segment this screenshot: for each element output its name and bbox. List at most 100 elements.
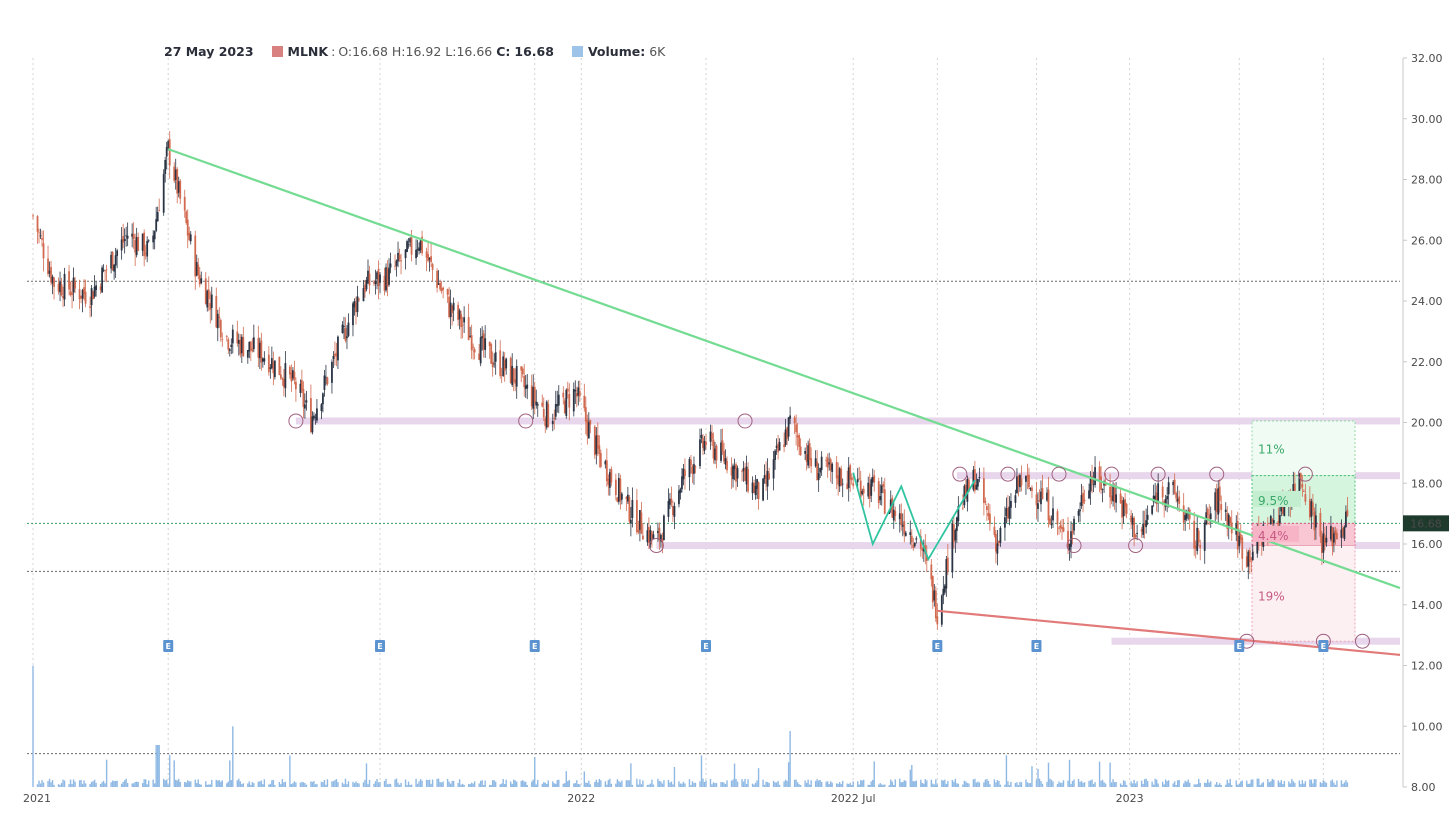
candle: [204, 272, 207, 305]
candle: [709, 424, 712, 450]
volume-bar: [816, 779, 818, 787]
earnings-flag: E: [700, 640, 711, 652]
volume-bar: [457, 782, 459, 787]
candle: [1239, 524, 1242, 544]
candle: [282, 368, 285, 397]
candle: [310, 384, 312, 434]
earnings-flag: E: [1234, 640, 1245, 652]
earnings-flag: E: [529, 640, 540, 652]
volume-bar: [942, 780, 945, 787]
volume-bar: [793, 779, 796, 787]
candle: [599, 449, 602, 469]
candle: [1035, 482, 1038, 519]
volume-bar: [678, 781, 680, 787]
candle: [305, 390, 308, 411]
candle: [913, 542, 916, 548]
volume-bar: [162, 778, 165, 787]
candle: [1007, 495, 1009, 522]
volume-bar: [1049, 778, 1051, 787]
candle: [688, 456, 691, 491]
volume-bar: [385, 778, 387, 787]
candle: [587, 412, 590, 439]
volume-bar: [311, 781, 314, 787]
volume-bar: [335, 779, 338, 787]
volume-bar: [460, 784, 462, 787]
candle: [883, 477, 886, 515]
volume-bar: [239, 781, 242, 787]
candle: [972, 465, 975, 492]
volume-bar: [756, 780, 758, 787]
volume-bar: [974, 778, 976, 787]
candle: [502, 351, 505, 377]
volume-bar: [1115, 782, 1117, 787]
candle: [628, 494, 631, 525]
volume-bar: [36, 784, 39, 787]
candle: [726, 456, 728, 474]
volume-bar: [1004, 784, 1006, 787]
volume-bar: [1300, 784, 1302, 787]
volume-bar: [334, 780, 336, 787]
volume-bar: [989, 784, 991, 787]
y-tick-label: 14.00: [1411, 599, 1443, 612]
pivot-circle: [288, 413, 304, 429]
volume-bar: [280, 784, 282, 787]
candle: [1101, 488, 1104, 503]
candle: [185, 210, 188, 225]
candle: [1196, 516, 1199, 555]
volume-bar: [1062, 780, 1065, 787]
candle: [798, 432, 801, 456]
volume-bar: [1325, 782, 1328, 787]
candle: [210, 286, 213, 321]
volume-bar: [765, 781, 767, 787]
candle: [415, 239, 417, 265]
descending-resistance: [167, 148, 1401, 590]
candle: [898, 504, 901, 533]
candle: [358, 297, 360, 302]
candle: [694, 465, 697, 474]
volume-bar: [975, 782, 978, 787]
candle: [122, 223, 125, 249]
volume-bar: [840, 784, 842, 787]
candle: [826, 453, 829, 478]
volume-bar: [732, 779, 734, 787]
volume-bar: [197, 779, 199, 787]
candle: [1331, 526, 1334, 556]
candle: [425, 247, 428, 272]
volume-bar: [863, 779, 865, 787]
volume-bar: [673, 767, 676, 787]
candle: [281, 377, 284, 386]
candle: [364, 279, 366, 298]
volume-bar: [514, 780, 516, 787]
volume-bar: [289, 755, 291, 787]
volume-bar: [69, 779, 72, 787]
candle: [1346, 496, 1349, 518]
candle: [1157, 473, 1160, 513]
candle: [1206, 506, 1209, 525]
candle: [1059, 520, 1062, 533]
volume-bar: [688, 779, 691, 787]
volume-bar: [905, 780, 907, 787]
volume-bar: [383, 780, 386, 787]
candle: [733, 458, 736, 481]
candle: [730, 457, 733, 490]
volume-bar: [1130, 781, 1132, 787]
grid: [32, 58, 1324, 787]
candle: [595, 427, 598, 465]
volume-bar: [703, 782, 706, 787]
volume-bar: [505, 779, 507, 787]
candle: [137, 232, 140, 252]
candle: [374, 269, 377, 295]
volume-bar: [1273, 779, 1275, 787]
candle: [325, 364, 327, 386]
volume-bar: [724, 783, 727, 787]
volume-bar: [1073, 779, 1075, 787]
candle: [344, 317, 347, 343]
volume-bar: [356, 782, 359, 787]
volume-bar: [1321, 783, 1323, 787]
volume-bar: [628, 780, 631, 787]
candle: [1319, 507, 1322, 544]
candle: [616, 496, 619, 503]
volume-bar: [1216, 781, 1218, 787]
candle: [1314, 503, 1317, 540]
